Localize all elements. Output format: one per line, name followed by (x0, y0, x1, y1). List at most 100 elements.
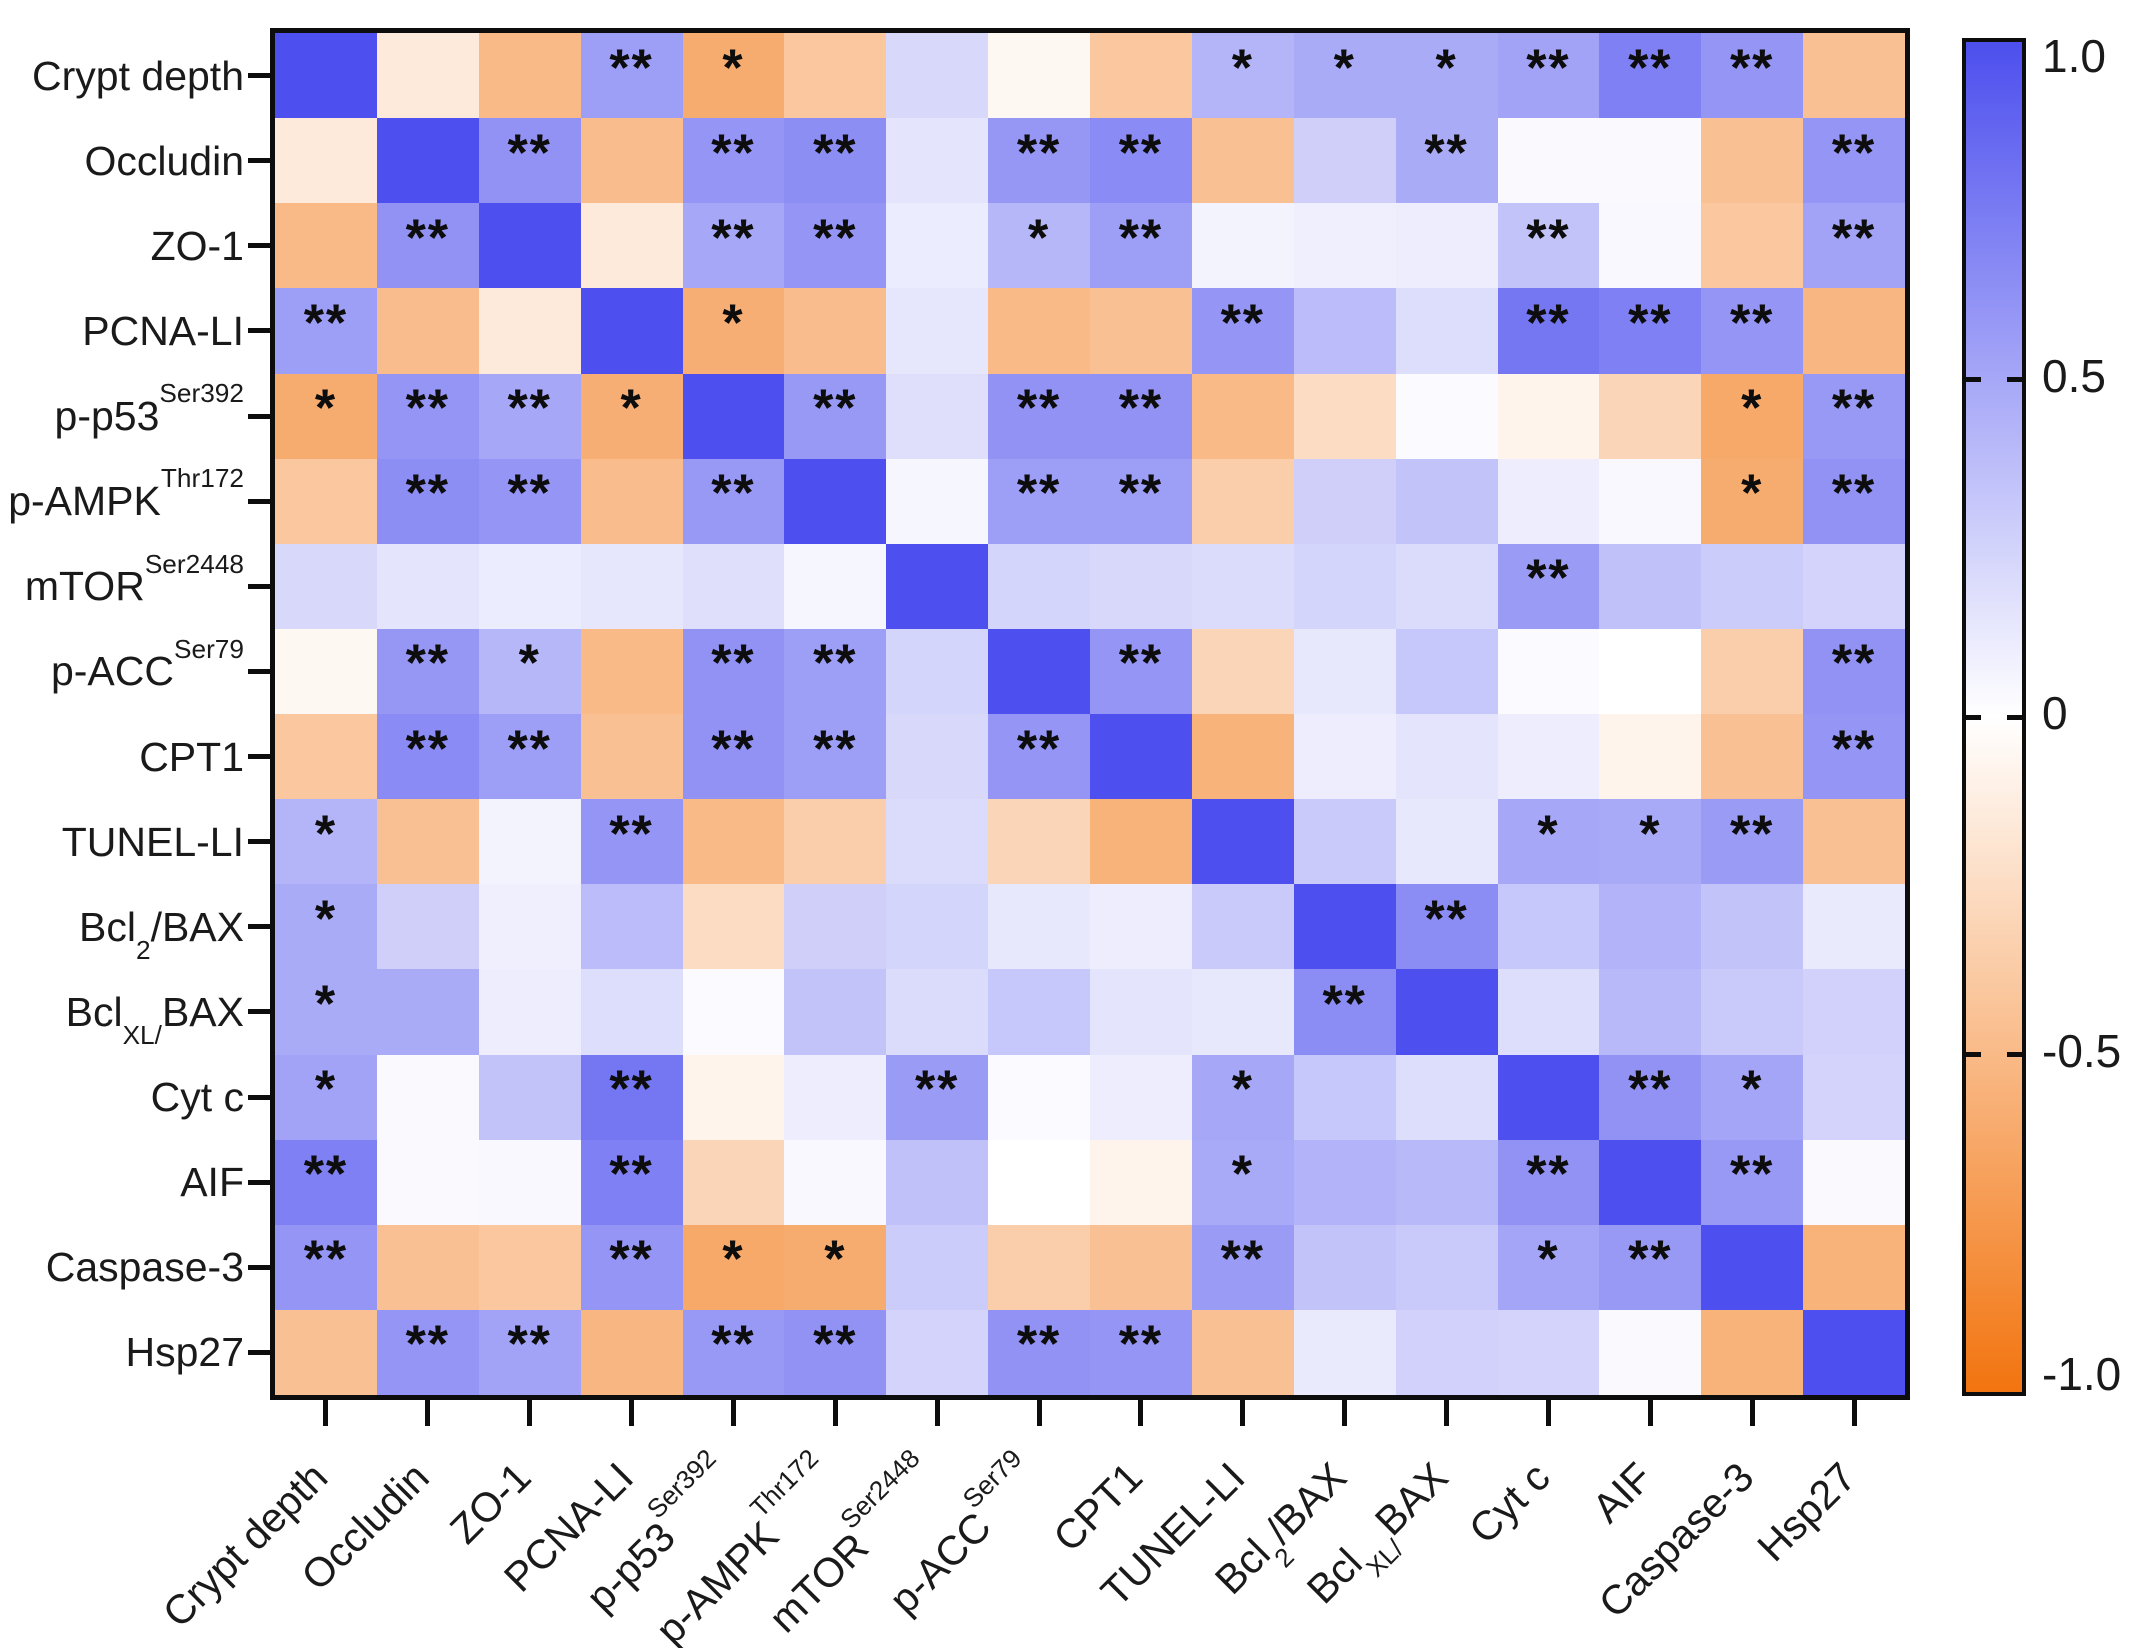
y-axis-tick (248, 924, 272, 930)
colorbar-notch (1966, 1052, 1981, 1057)
heatmap-cell (580, 458, 683, 544)
significance-stars: ** (1424, 124, 1469, 183)
heatmap-cell: * (682, 1224, 785, 1310)
x-axis-tick (629, 1400, 635, 1426)
heatmap-cell (1497, 1054, 1600, 1140)
heatmap-cell (1599, 628, 1702, 714)
heatmap-cell: * (580, 373, 683, 459)
significance-stars: ** (813, 1316, 858, 1375)
significance-stars: ** (1729, 39, 1775, 98)
heatmap-cell (988, 628, 1090, 714)
heatmap-cell (886, 969, 989, 1055)
significance-stars: * (1231, 1060, 1254, 1119)
heatmap-cell: * (682, 288, 785, 374)
heatmap-cell: ** (1497, 543, 1600, 629)
heatmap-cell: ** (580, 33, 683, 119)
heatmap-cell (682, 1054, 785, 1140)
y-axis-tick (248, 158, 272, 164)
heatmap-cell (1803, 1224, 1905, 1310)
significance-stars: * (1231, 39, 1254, 98)
significance-stars: ** (609, 805, 654, 864)
significance-stars: ** (914, 1060, 960, 1119)
heatmap-cell (1701, 203, 1804, 289)
significance-stars: ** (1526, 294, 1571, 353)
heatmap-cell (682, 884, 785, 970)
y-axis-label: TUNEL-LI (61, 818, 244, 865)
heatmap-cell (1599, 714, 1702, 800)
y-axis-label: Hsp27 (125, 1329, 244, 1376)
y-axis-label: PCNA-LI (82, 307, 244, 354)
heatmap-cell: ** (1497, 33, 1600, 119)
heatmap-cell: * (1599, 799, 1702, 885)
heatmap-cell (275, 714, 377, 800)
significance-stars: ** (711, 635, 756, 694)
heatmap-cell (1803, 543, 1905, 629)
heatmap-cell (1191, 969, 1294, 1055)
heatmap-cell (1599, 118, 1702, 204)
significance-stars: * (1639, 805, 1662, 864)
heatmap-cell (1090, 799, 1192, 885)
heatmap-cell: ** (1191, 1224, 1294, 1310)
heatmap-cell (1293, 714, 1396, 800)
y-axis-label: Caspase-3 (45, 1244, 244, 1291)
y-axis-tick (248, 328, 272, 334)
heatmap-cell (376, 1054, 479, 1140)
heatmap-cell (580, 118, 683, 204)
significance-stars: ** (1322, 975, 1367, 1034)
heatmap-cell: ** (1701, 33, 1804, 119)
heatmap-cell (1701, 1309, 1804, 1395)
heatmap-cell (478, 1139, 581, 1225)
heatmap-cell: ** (988, 458, 1090, 544)
heatmap-cell (1701, 1224, 1804, 1310)
heatmap-cell: ** (1497, 1139, 1600, 1225)
heatmap-cell (784, 884, 887, 970)
significance-stars: ** (1526, 209, 1571, 268)
y-axis-tick (248, 1179, 272, 1185)
heatmap-cell (1497, 628, 1600, 714)
x-axis-tick (527, 1400, 533, 1426)
heatmap-cell: ** (275, 1224, 377, 1310)
significance-stars: ** (711, 464, 756, 523)
y-axis-tick (248, 1349, 272, 1355)
heatmap-cell: ** (988, 1309, 1090, 1395)
x-axis-tick (832, 1400, 838, 1426)
heatmap-cell (478, 969, 581, 1055)
significance-stars: ** (813, 209, 858, 268)
colorbar-tick-label: 0.5 (2042, 349, 2106, 402)
heatmap-cell: ** (784, 373, 887, 459)
heatmap-cell (1803, 288, 1905, 374)
heatmap-cell (1395, 373, 1498, 459)
significance-stars: ** (507, 124, 552, 183)
colorbar-notch (1966, 377, 1981, 382)
heatmap-cell (1090, 884, 1192, 970)
significance-stars: * (1741, 1060, 1764, 1119)
significance-stars: ** (507, 464, 552, 523)
heatmap-cell (478, 543, 581, 629)
heatmap-cell: * (1701, 373, 1804, 459)
heatmap-cell: * (1497, 799, 1600, 885)
heatmap-cell (580, 1309, 683, 1395)
heatmap-cell: ** (580, 1139, 683, 1225)
heatmap-cell: ** (1090, 118, 1192, 204)
heatmap-cell: ** (682, 628, 785, 714)
heatmap-cell: * (1191, 33, 1294, 119)
heatmap-cell: ** (1701, 288, 1804, 374)
significance-stars: ** (711, 720, 756, 779)
x-axis-label: Crypt depth (153, 1453, 337, 1637)
significance-stars: * (722, 1231, 745, 1290)
heatmap-cell (1191, 628, 1294, 714)
y-axis-label: Bcl2/BAX (79, 903, 244, 966)
significance-stars: * (1435, 39, 1458, 98)
significance-stars: * (314, 379, 338, 438)
significance-stars: ** (1628, 1231, 1673, 1290)
x-axis-tick (1138, 1400, 1144, 1426)
heatmap-cell (784, 969, 887, 1055)
significance-stars: ** (1831, 464, 1877, 523)
heatmap-cell (1395, 543, 1498, 629)
significance-stars: ** (1628, 1060, 1673, 1119)
x-axis-tick (1545, 1400, 1551, 1426)
heatmap-cell: * (1701, 458, 1804, 544)
heatmap-cell: ** (580, 1054, 683, 1140)
heatmap-cell: ** (376, 203, 479, 289)
